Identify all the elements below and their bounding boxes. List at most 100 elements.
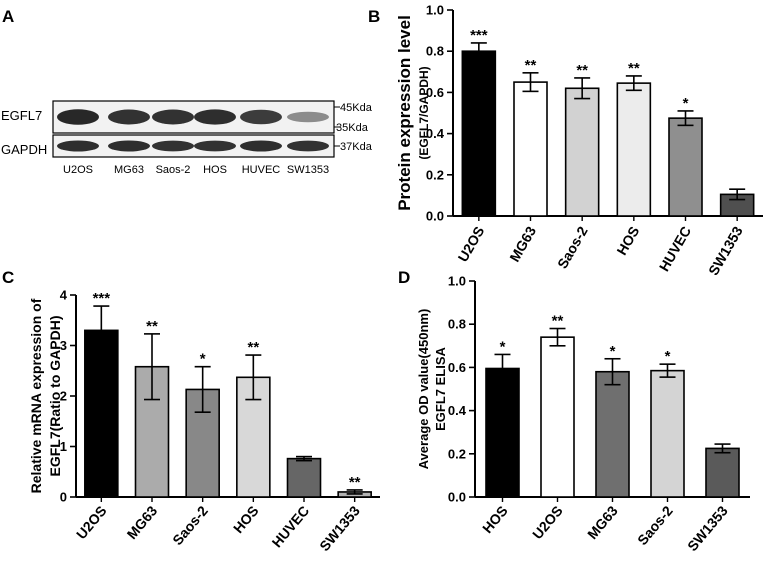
significance-hos: ** — [628, 60, 640, 77]
significance-saos-2: * — [665, 348, 671, 365]
band-egfl7-hos — [194, 109, 236, 125]
chart-c: 0 1 2 3 4 Relative mRNA expression of EGFL7(Ra… — [28, 288, 380, 554]
bar-u2os — [84, 329, 119, 498]
chart-b: 0.0 0.2 0.4 0.6 0.8 1.0 Protein expression lev… — [395, 3, 763, 278]
x-tick-label-hos: HOS — [230, 503, 262, 537]
y-tick-label: 0.6 — [426, 85, 444, 100]
y-tick-label: 0 — [60, 490, 67, 505]
lane-label-mg63: MG63 — [114, 164, 144, 176]
bar-saos-2 — [650, 369, 685, 498]
significance-saos-2: * — [200, 351, 206, 368]
x-tick-label-sw1353: SW1353 — [316, 502, 363, 554]
y-axis-label: Relative mRNA expression of — [28, 298, 44, 493]
x-tick-label-saos-2: Saos-2 — [554, 223, 591, 271]
marker-37kda: 37Kda — [340, 141, 373, 153]
band-gapdh-u2os — [57, 140, 99, 152]
y-axis-label-2: EGFL7(Ratio to GAPDH) — [47, 316, 63, 477]
y-tick-label: 0.8 — [426, 44, 444, 59]
x-tick-label-u2os: U2OS — [529, 503, 566, 542]
significance-hos: ** — [247, 339, 259, 356]
y-tick-label: 1 — [60, 439, 67, 454]
lane-label-sw1353: SW1353 — [287, 164, 329, 176]
bands-gapdh — [57, 140, 329, 152]
blot-protein-egfl7: EGFL7 — [1, 108, 42, 123]
y-tick-label: 0.0 — [448, 490, 466, 505]
y-tick-label: 0.2 — [426, 167, 444, 182]
x-tick-label-sw1353: SW1353 — [705, 223, 746, 278]
lane-label-hos: HOS — [203, 164, 227, 176]
y-tick-label: 0.0 — [426, 209, 444, 224]
band-gapdh-sw1353 — [287, 140, 329, 152]
band-egfl7-mg63 — [108, 109, 150, 125]
bar-hos — [616, 82, 652, 217]
band-gapdh-mg63 — [108, 140, 150, 152]
y-tick-label: 1.0 — [448, 274, 466, 289]
panel-label-d: D — [398, 268, 410, 287]
significance-mg63: ** — [146, 318, 158, 335]
bar-huvec — [286, 457, 322, 498]
band-gapdh-huvec — [240, 140, 282, 152]
y-tick-label: 0.8 — [448, 317, 466, 332]
y-axis-label: Protein expression level — [395, 15, 414, 211]
bar-u2os — [461, 50, 497, 217]
significance-mg63: * — [610, 343, 616, 360]
band-gapdh-saos-2 — [152, 140, 194, 152]
y-tick-label: 4 — [60, 288, 68, 303]
x-tick-label-huvec: HUVEC — [269, 503, 313, 551]
y-tick-label: 0.4 — [426, 126, 445, 141]
y-tick-label: 0.4 — [448, 403, 467, 418]
y-axis-label: Average OD value(450nm) — [416, 309, 431, 470]
significance-sw1353: ** — [349, 474, 361, 491]
x-tick-label-saos-2: Saos-2 — [169, 502, 211, 548]
x-tick-label-mg63: MG63 — [584, 502, 621, 542]
bar-u2os — [540, 336, 575, 498]
lane-labels: U2OS MG63 Saos-2 HOS HUVEC SW1353 — [63, 164, 329, 176]
significance-u2os: *** — [470, 27, 488, 44]
band-egfl7-huvec — [240, 109, 282, 125]
y-tick-label: 1.0 — [426, 3, 444, 18]
x-tick-label-hos: HOS — [613, 224, 642, 258]
bar-mg63 — [513, 81, 548, 217]
x-tick-label-sw1353: SW1353 — [684, 502, 731, 554]
bar-hos — [485, 367, 520, 498]
significance-saos-2: ** — [576, 62, 588, 79]
x-tick-label-u2os: U2OS — [73, 503, 110, 542]
y-tick-label: 2 — [60, 389, 67, 404]
bar-mg63 — [595, 370, 630, 498]
chart-d: 0.0 0.2 0.4 0.6 0.8 1.0 Average OD value(450nm… — [416, 274, 750, 554]
x-tick-label-mg63: MG63 — [124, 502, 161, 542]
panel-label-b: B — [368, 7, 380, 26]
bar-huvec — [668, 117, 703, 217]
y-tick-label: 0.6 — [448, 360, 466, 375]
x-tick-label-huvec: HUVEC — [656, 224, 694, 274]
bar-sw1353 — [705, 447, 740, 498]
bands-egfl7 — [57, 109, 329, 125]
bar-saos-2 — [564, 87, 600, 217]
lane-label-huvec: HUVEC — [242, 164, 281, 176]
blot-protein-gapdh: GAPDH — [1, 142, 47, 157]
y-tick-label: 0.2 — [448, 446, 466, 461]
significance-hos: * — [500, 338, 506, 355]
x-tick-label-mg63: MG63 — [506, 223, 539, 264]
significance-u2os: ** — [552, 313, 564, 330]
x-tick-label-saos-2: Saos-2 — [634, 502, 676, 548]
y-axis-label-2: (EGFL7/GAPDH) — [417, 66, 431, 159]
x-tick-label-u2os: U2OS — [455, 224, 488, 265]
lane-label-u2os: U2OS — [63, 164, 93, 176]
significance-u2os: *** — [93, 290, 111, 307]
band-gapdh-hos — [194, 140, 236, 152]
panel-label-c: C — [2, 268, 14, 287]
western-blot: EGFL7 GAPDH 45Kda 35Kda 37Kda U2OS MG63 Sa… — [1, 100, 373, 176]
significance-mg63: ** — [525, 57, 537, 74]
marker-35kda: 35Kda — [336, 122, 369, 134]
lane-label-saos-2: Saos-2 — [156, 164, 191, 176]
y-tick-label: 3 — [60, 338, 67, 353]
band-egfl7-sw1353 — [287, 111, 329, 123]
band-egfl7-saos-2 — [152, 109, 194, 125]
band-egfl7-u2os — [57, 109, 99, 125]
panel-label-a: A — [2, 7, 14, 26]
marker-45kda: 45Kda — [340, 102, 373, 114]
significance-huvec: * — [683, 95, 689, 112]
x-tick-label-hos: HOS — [479, 503, 511, 537]
